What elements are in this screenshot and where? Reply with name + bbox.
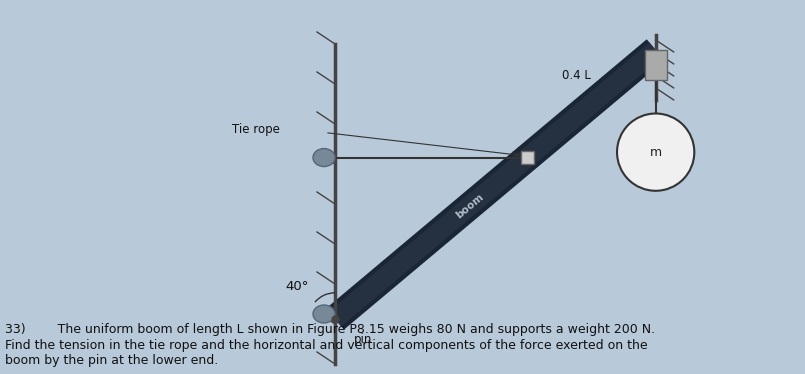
Text: boom: boom — [454, 191, 485, 220]
Text: 0.4 L: 0.4 L — [562, 69, 591, 82]
Text: boom by the pin at the lower end.: boom by the pin at the lower end. — [5, 354, 218, 367]
Text: 40°: 40° — [285, 280, 308, 294]
Text: Tie rope: Tie rope — [232, 123, 280, 136]
Text: 33)        The uniform boom of length L shown in Figure P8.15 weighs 80 N and su: 33) The uniform boom of length L shown i… — [5, 323, 655, 336]
Circle shape — [617, 114, 694, 191]
Text: pin: pin — [354, 332, 372, 346]
Text: Find the tension in the tie rope and the horizontal and vertical components of t: Find the tension in the tie rope and the… — [5, 339, 648, 352]
Text: m: m — [650, 145, 662, 159]
Bar — [521, 151, 534, 164]
Ellipse shape — [313, 305, 335, 323]
Ellipse shape — [313, 148, 335, 166]
Bar — [645, 50, 667, 80]
